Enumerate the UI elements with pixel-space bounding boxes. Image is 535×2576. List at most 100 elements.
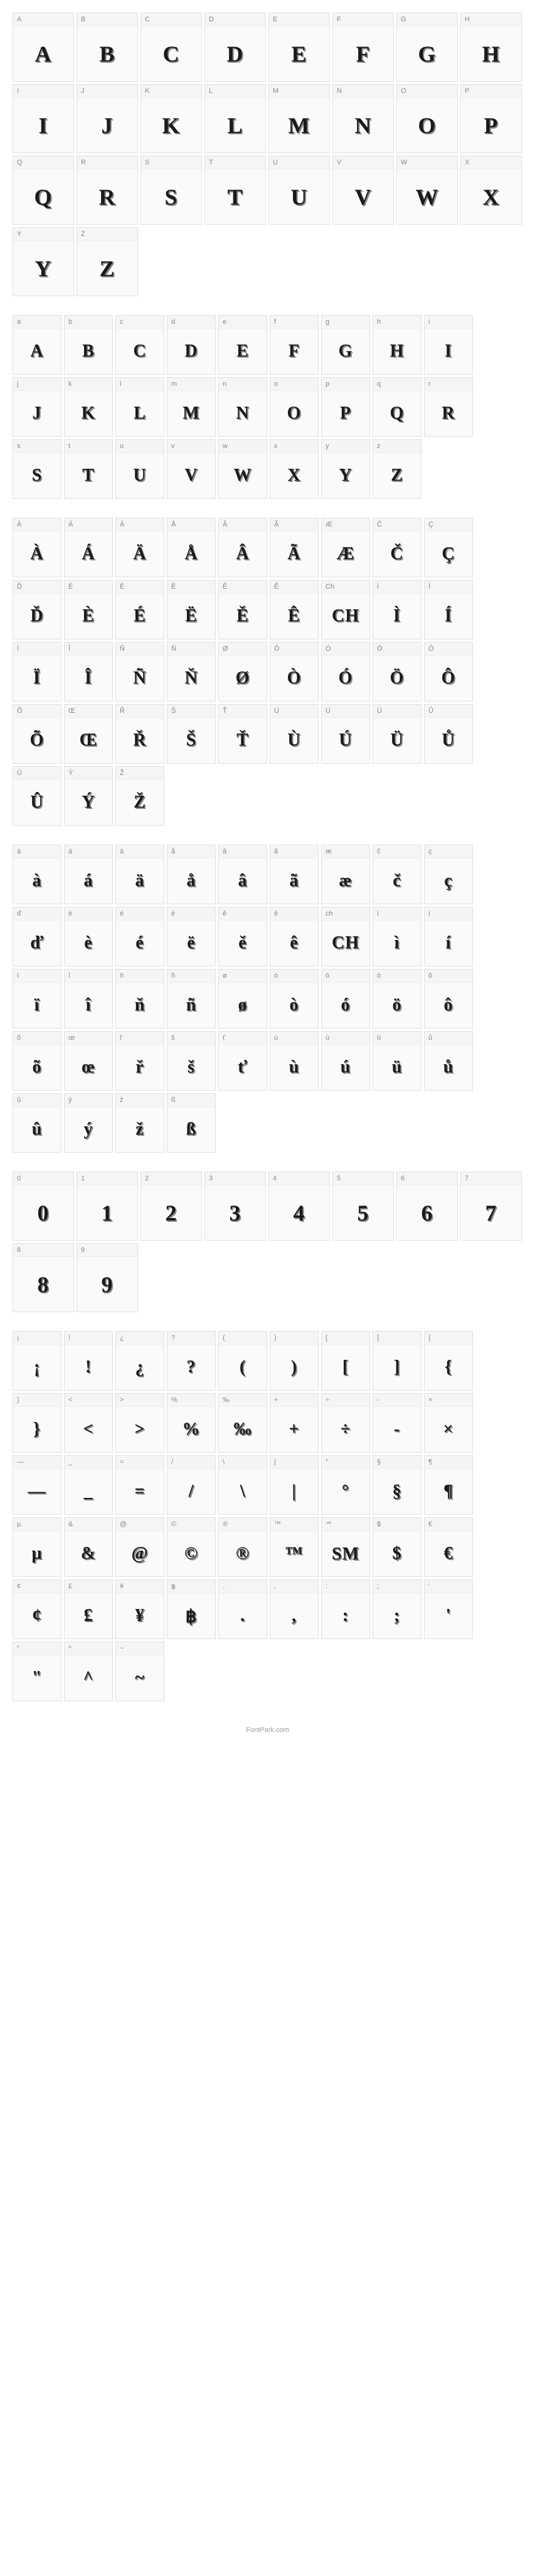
char-cell[interactable]: "" bbox=[13, 1642, 61, 1701]
char-cell[interactable]: €€ bbox=[424, 1517, 473, 1577]
char-cell[interactable]: ÍÍ bbox=[424, 580, 473, 639]
char-cell[interactable]: çç bbox=[424, 845, 473, 904]
char-cell[interactable]: ÂÂ bbox=[218, 518, 267, 577]
char-cell[interactable]: ¥¥ bbox=[115, 1579, 164, 1639]
char-cell[interactable]: [[ bbox=[321, 1331, 370, 1391]
char-cell[interactable]: ÆÆ bbox=[321, 518, 370, 577]
char-cell[interactable]: ££ bbox=[64, 1579, 113, 1639]
char-cell[interactable]: BB bbox=[77, 13, 138, 82]
char-cell[interactable]: kK bbox=[64, 377, 113, 437]
char-cell[interactable]: ËË bbox=[167, 580, 216, 639]
char-cell[interactable]: ?? bbox=[167, 1331, 216, 1391]
char-cell[interactable]: ûû bbox=[13, 1093, 61, 1153]
char-cell[interactable]: ÀÀ bbox=[13, 518, 61, 577]
char-cell[interactable]: dD bbox=[167, 315, 216, 375]
char-cell[interactable]: ťť bbox=[218, 1031, 267, 1091]
char-cell[interactable]: iI bbox=[424, 315, 473, 375]
char-cell[interactable]: NN bbox=[332, 84, 394, 153]
char-cell[interactable]: AA bbox=[13, 13, 74, 82]
char-cell[interactable]: ©© bbox=[167, 1517, 216, 1577]
char-cell[interactable]: ÇÇ bbox=[424, 518, 473, 577]
char-cell[interactable]: üü bbox=[373, 1031, 421, 1091]
char-cell[interactable]: ďď bbox=[13, 907, 61, 966]
char-cell[interactable]: >> bbox=[115, 1393, 164, 1453]
char-cell[interactable]: UU bbox=[268, 156, 330, 225]
char-cell[interactable]: gG bbox=[321, 315, 370, 375]
char-cell[interactable]: åå bbox=[167, 845, 216, 904]
char-cell[interactable]: rR bbox=[424, 377, 473, 437]
char-cell[interactable]: íí bbox=[424, 907, 473, 966]
char-cell[interactable]: ââ bbox=[218, 845, 267, 904]
char-cell[interactable]: ää bbox=[115, 845, 164, 904]
char-cell[interactable]: aA bbox=[13, 315, 61, 375]
char-cell[interactable]: VV bbox=[332, 156, 394, 225]
char-cell[interactable]: II bbox=[13, 84, 74, 153]
char-cell[interactable]: nN bbox=[218, 377, 267, 437]
char-cell[interactable]: chCH bbox=[321, 907, 370, 966]
char-cell[interactable]: FF bbox=[332, 13, 394, 82]
char-cell[interactable]: ëë bbox=[167, 907, 216, 966]
char-cell[interactable]: 11 bbox=[77, 1172, 138, 1241]
char-cell[interactable]: wW bbox=[218, 439, 267, 499]
char-cell[interactable]: êê bbox=[270, 907, 319, 966]
char-cell[interactable]: HH bbox=[460, 13, 522, 82]
char-cell[interactable]: pP bbox=[321, 377, 370, 437]
char-cell[interactable]: EE bbox=[268, 13, 330, 82]
char-cell[interactable]: __ bbox=[64, 1455, 113, 1515]
char-cell[interactable]: 44 bbox=[268, 1172, 330, 1241]
char-cell[interactable]: ÖÖ bbox=[373, 642, 421, 702]
char-cell[interactable]: žž bbox=[115, 1093, 164, 1153]
char-cell[interactable]: QQ bbox=[13, 156, 74, 225]
char-cell[interactable]: ¢¢ bbox=[13, 1579, 61, 1639]
char-cell[interactable]: {{ bbox=[424, 1331, 473, 1391]
char-cell[interactable]: ÕÕ bbox=[13, 704, 61, 764]
char-cell[interactable]: čč bbox=[373, 845, 421, 904]
char-cell[interactable]: öö bbox=[373, 969, 421, 1029]
char-cell[interactable]: PP bbox=[460, 84, 522, 153]
char-cell[interactable]: ĚĚ bbox=[218, 580, 267, 639]
char-cell[interactable]: GG bbox=[396, 13, 458, 82]
char-cell[interactable]: )) bbox=[270, 1331, 319, 1391]
char-cell[interactable]: ŽŽ bbox=[115, 766, 164, 826]
char-cell[interactable]: || bbox=[270, 1455, 319, 1515]
char-cell[interactable]: == bbox=[115, 1455, 164, 1515]
char-cell[interactable]: ¡¡ bbox=[13, 1331, 61, 1391]
char-cell[interactable]: ℠SM bbox=[321, 1517, 370, 1577]
char-cell[interactable]: ¿¿ bbox=[115, 1331, 164, 1391]
char-cell[interactable]: .. bbox=[218, 1579, 267, 1639]
char-cell[interactable]: 00 bbox=[13, 1172, 74, 1241]
char-cell[interactable]: ÊÊ bbox=[270, 580, 319, 639]
char-cell[interactable]: :: bbox=[321, 1579, 370, 1639]
char-cell[interactable]: }} bbox=[13, 1393, 61, 1453]
char-cell[interactable]: ¶¶ bbox=[424, 1455, 473, 1515]
char-cell[interactable]: áá bbox=[64, 845, 113, 904]
char-cell[interactable]: °° bbox=[321, 1455, 370, 1515]
char-cell[interactable]: ÑÑ bbox=[115, 642, 164, 702]
char-cell[interactable]: ~~ bbox=[115, 1642, 164, 1701]
char-cell[interactable]: $$ bbox=[373, 1517, 421, 1577]
char-cell[interactable]: (( bbox=[218, 1331, 267, 1391]
char-cell[interactable]: ÁÁ bbox=[64, 518, 113, 577]
char-cell[interactable]: ZZ bbox=[77, 227, 138, 296]
char-cell[interactable]: xX bbox=[270, 439, 319, 499]
char-cell[interactable]: lL bbox=[115, 377, 164, 437]
char-cell[interactable]: ŇŇ bbox=[167, 642, 216, 702]
char-cell[interactable]: ÔÔ bbox=[424, 642, 473, 702]
char-cell[interactable]: mM bbox=[167, 377, 216, 437]
char-cell[interactable]: ]] bbox=[373, 1331, 421, 1391]
char-cell[interactable]: @@ bbox=[115, 1517, 164, 1577]
char-cell[interactable]: ฿฿ bbox=[167, 1579, 216, 1639]
char-cell[interactable]: ÉÉ bbox=[115, 580, 164, 639]
char-cell[interactable]: ÚÚ bbox=[321, 704, 370, 764]
char-cell[interactable]: ãã bbox=[270, 845, 319, 904]
char-cell[interactable]: ÜÜ bbox=[373, 704, 421, 764]
char-cell[interactable]: yY bbox=[321, 439, 370, 499]
char-cell[interactable]: sS bbox=[13, 439, 61, 499]
char-cell[interactable]: 55 bbox=[332, 1172, 394, 1241]
char-cell[interactable]: ôô bbox=[424, 969, 473, 1029]
char-cell[interactable]: ÎÎ bbox=[64, 642, 113, 702]
char-cell[interactable]: LL bbox=[204, 84, 266, 153]
char-cell[interactable]: µµ bbox=[13, 1517, 61, 1577]
char-cell[interactable]: óó bbox=[321, 969, 370, 1029]
char-cell[interactable]: ÷÷ bbox=[321, 1393, 370, 1453]
